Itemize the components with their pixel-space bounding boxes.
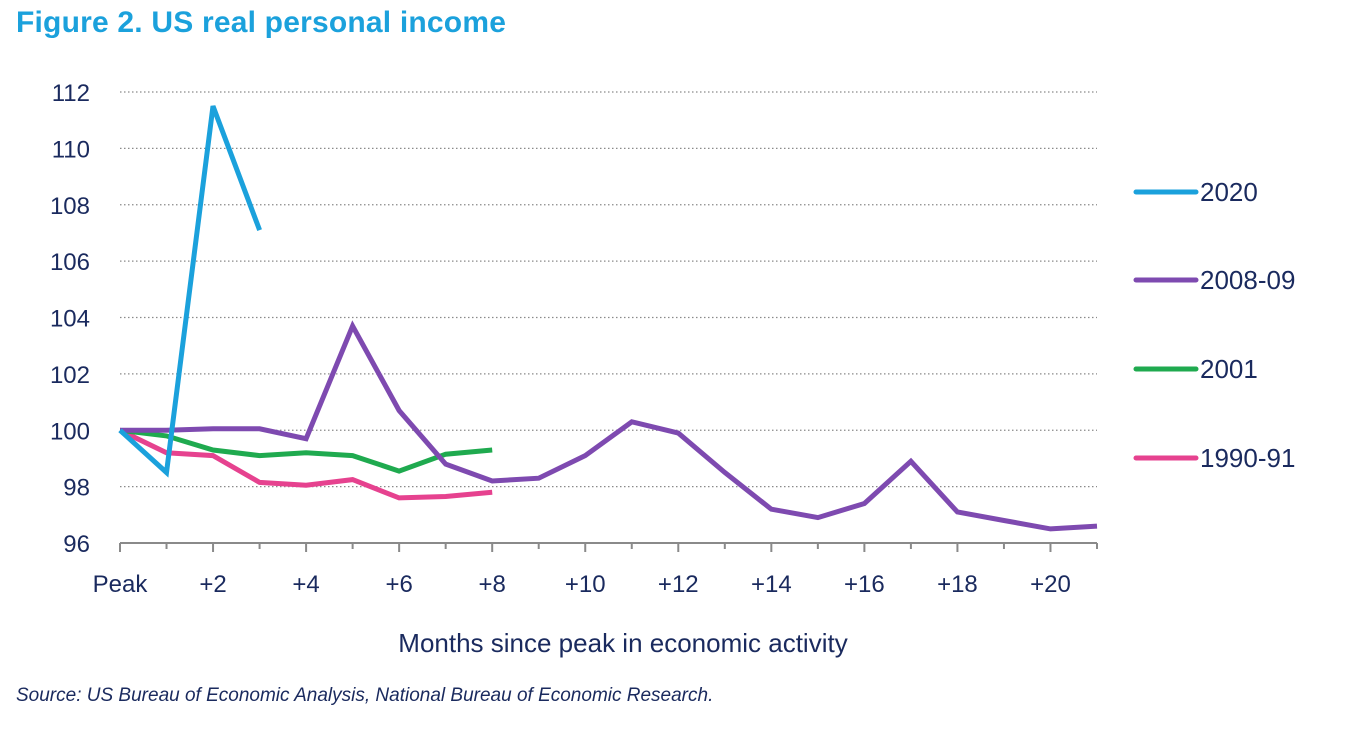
legend-label: 2020 — [1200, 177, 1258, 207]
y-tick-label: 106 — [50, 249, 90, 276]
series-line-2020 — [118, 105, 262, 478]
x-tick-label: +12 — [658, 571, 699, 598]
x-tick-label: +6 — [385, 571, 412, 598]
x-axis-title: Months since peak in economic activity — [398, 628, 847, 658]
x-tick-label: +8 — [479, 571, 506, 598]
legend-label: 1990-91 — [1200, 443, 1295, 473]
y-tick-label: 102 — [50, 362, 90, 389]
axes: 96 98 100 102 104 106 108 110 112 Peak +2 +4 +6 +8 +10… — [50, 80, 1098, 598]
y-tick-label: 112 — [52, 80, 90, 107]
x-tick-label: +18 — [937, 571, 978, 598]
grid-lines — [120, 91, 1097, 488]
chart-title: Figure 2. US real personal income — [16, 6, 507, 39]
y-tick-label: 96 — [63, 531, 90, 558]
x-tick-label: +16 — [844, 571, 885, 598]
legend-label: 2008-09 — [1200, 265, 1295, 295]
legend-label: 2001 — [1200, 354, 1258, 384]
x-tick-label: +10 — [565, 571, 606, 598]
x-tick-label: +2 — [199, 571, 226, 598]
x-tick-label: +20 — [1030, 571, 1071, 598]
y-tick-label: 108 — [50, 193, 90, 220]
y-tick-label: 110 — [52, 136, 90, 163]
series-lines — [118, 105, 1098, 532]
series-line-2001 — [119, 427, 493, 474]
legend: 2020 2008-09 2001 1990-91 — [1133, 177, 1295, 473]
x-tick-label: +4 — [292, 571, 319, 598]
y-tick-label: 98 — [63, 475, 90, 502]
series-line-2008-09 — [120, 320, 1098, 532]
y-tick-label: 104 — [50, 306, 90, 333]
series-line-1990-91 — [118, 428, 493, 501]
y-tick-label: 100 — [50, 418, 90, 445]
x-tick-label: Peak — [93, 571, 149, 598]
x-tick-label: +14 — [751, 571, 792, 598]
source-note: Source: US Bureau of Economic Analysis, … — [16, 685, 714, 706]
